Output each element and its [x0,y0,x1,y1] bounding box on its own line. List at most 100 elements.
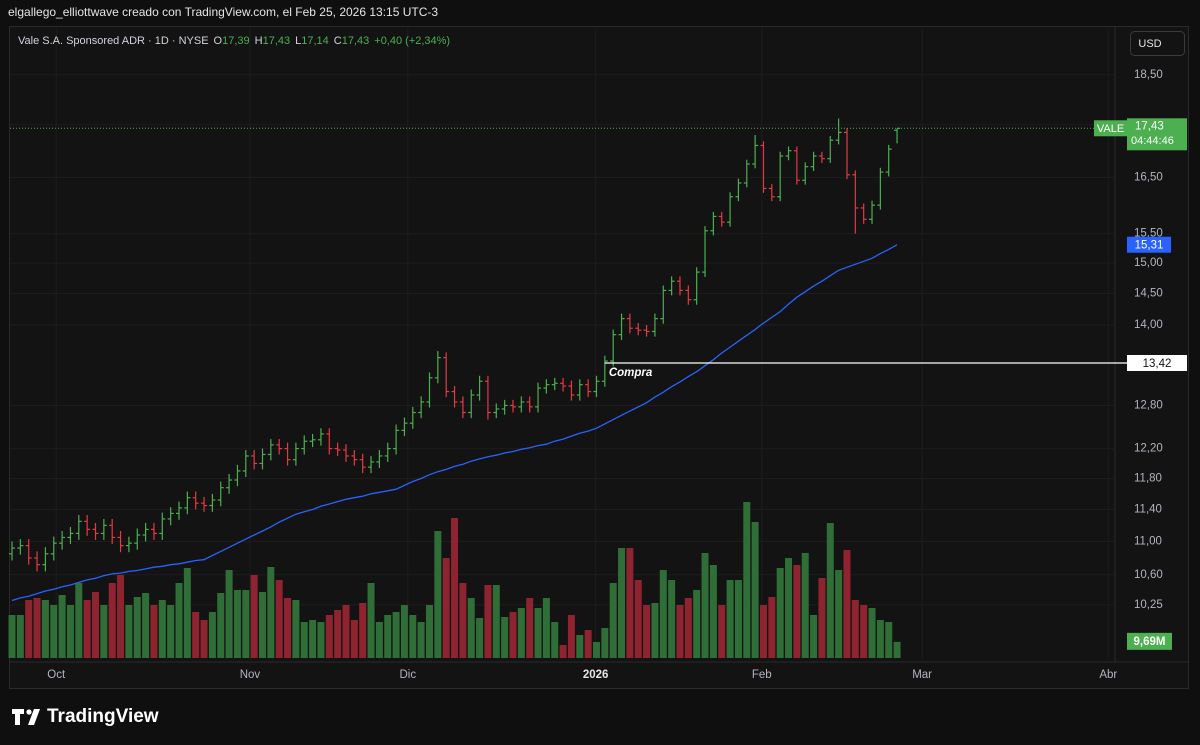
volume-bar [384,615,392,658]
volume-bar [8,615,16,658]
volume-bar [818,578,826,658]
volume-bar [250,575,258,658]
annotation-label: 13,42 [1143,358,1172,370]
volume-bar [342,605,350,658]
x-tick-label: Oct [47,669,66,681]
volume-bar [309,620,317,658]
volume-bar [860,605,868,658]
x-tick-label: Abr [1099,669,1117,681]
volume-bar [425,605,433,658]
volume-bar [576,635,584,658]
x-tick-label: 2026 [583,669,609,681]
y-tick-label: 12,80 [1134,399,1163,411]
y-tick-label: 11,80 [1134,473,1162,485]
volume-bar [92,592,100,658]
volume-bar [33,598,41,658]
logo-t [12,709,24,725]
annotation-text: Compra [609,367,653,379]
last-price-label: 17,43 [1135,120,1164,132]
volume-bar [885,622,893,658]
volume-bar [108,583,116,658]
symbol: VALE [1097,123,1124,135]
volume-bar [626,548,634,658]
price-bars [9,118,901,572]
volume-bar [133,597,141,658]
volume-bar [643,605,651,658]
volume-bar [718,605,726,658]
volume-bar [317,622,325,658]
volume-bar [668,580,676,658]
volume-bar [208,612,216,658]
volume-bar [167,605,175,658]
y-tick-label: 15,00 [1134,257,1163,269]
volume-bar [851,600,859,658]
y-tick-label: 11,00 [1134,536,1162,548]
volume-bar [810,615,818,658]
volume-bar [100,605,108,658]
y-tick-label: 10,60 [1134,569,1163,581]
header-item: C [334,35,342,47]
volume-bar [559,645,567,658]
volume-tag [1127,632,1172,650]
volume-bar [826,523,834,658]
volume-bar [776,568,784,658]
volume-bar [375,622,383,658]
volume-bar [258,592,266,658]
y-tick-label: 14,50 [1134,288,1163,300]
volume-bar [41,600,49,658]
brand-logo [12,709,40,725]
header-item: Vale S.A. Sponsored ADR · 1D · NYSE [18,35,209,47]
volume-bar [734,580,742,658]
volume-bar [676,605,684,658]
caption: elgallego_elliottwave creado con Trading… [8,5,438,19]
volume-bar [893,641,901,658]
currency[interactable]: USD [1138,38,1161,50]
volume-bar [492,585,500,658]
volume-bar [292,600,300,658]
ma-label: 15,31 [1135,240,1164,252]
y-tick-label: 15,50 [1134,228,1163,240]
volume-bar [434,531,442,658]
volume-bar [509,612,517,658]
volume-bar [400,605,408,658]
header-item: H [255,35,263,47]
volume-bar [158,600,166,658]
y-tick-label: 11,40 [1134,503,1162,515]
volume-bar [242,590,250,658]
volume-bar [459,583,467,658]
y-tick-label: 12,20 [1134,443,1163,455]
volume-bar [233,590,241,658]
volume-bar [409,615,417,658]
volume-bar [334,610,342,658]
volume-bar [634,580,642,658]
volume-bar [117,575,125,658]
volume-bar [801,553,809,658]
volume-bar [601,628,609,658]
y-tick-label: 10,25 [1134,599,1163,611]
y-tick-label: 16,50 [1134,172,1163,184]
currency-button[interactable] [1130,31,1185,56]
brand: TradingView [47,706,159,727]
volume-bar [476,618,484,658]
volume-bar [618,548,626,658]
volume-bar [142,593,150,658]
volume-bar [584,630,592,658]
volume-bar [793,565,801,658]
volume-bar [25,600,33,658]
volume-bar [267,567,275,658]
volume-bar [768,597,776,658]
header-item: 17,14 [301,35,329,47]
chart-header: Vale S.A. Sponsored ADR · 1D · NYSE O17,3… [18,35,450,47]
volume-bar [659,570,667,658]
volume-bar [284,598,292,658]
logo-slash [28,709,40,725]
volume-bar [183,568,191,658]
volume-bar [484,585,492,658]
volume-bar [50,605,58,658]
volume-bar [451,518,459,658]
x-tick-label: Nov [240,669,261,681]
volume-bar [175,583,183,658]
volume-bar [701,553,709,658]
volume-bar [526,598,534,658]
